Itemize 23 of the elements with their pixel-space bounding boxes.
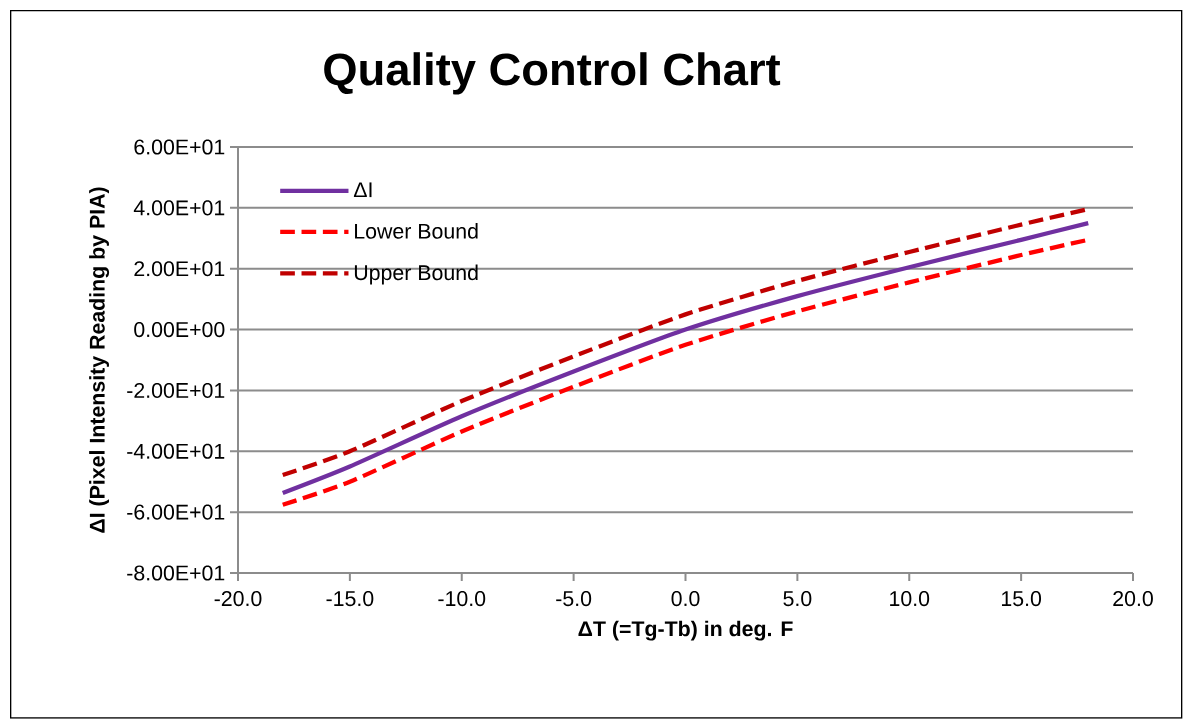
x-tick-label: 15.0 bbox=[1002, 591, 1042, 607]
y-tick-label: 4.00E+01 bbox=[133, 200, 225, 216]
y-tick-label: 0.00E+00 bbox=[134, 322, 225, 338]
x-tick-label: -5.0 bbox=[556, 591, 592, 607]
x-axis-title: ΔT (=Tg-Tb) in deg. F bbox=[578, 620, 793, 641]
x-tick-label: -20.0 bbox=[214, 591, 262, 607]
y-tick-label: 2.00E+01 bbox=[134, 261, 225, 277]
x-tick-label: -10.0 bbox=[438, 591, 486, 607]
legend-label: Lower Bound bbox=[355, 223, 478, 239]
y-tick-label: -8.00E+01 bbox=[127, 565, 225, 581]
x-tick-label: 0.0 bbox=[671, 591, 700, 607]
chart-title: Quality Control Chart bbox=[324, 52, 781, 95]
y-tick-label: -6.00E+01 bbox=[127, 504, 225, 520]
y-axis-title: ΔI (Pixel Intensity Reading by PIA) bbox=[89, 187, 110, 533]
y-tick-label: 6.00E+01 bbox=[134, 139, 225, 155]
y-tick-label: -2.00E+01 bbox=[127, 382, 225, 398]
x-tick-label: 5.0 bbox=[783, 591, 812, 607]
y-tick-label: -4.00E+01 bbox=[127, 443, 225, 459]
x-tick-label: -15.0 bbox=[326, 591, 374, 607]
x-tick-label: 20.0 bbox=[1113, 591, 1153, 607]
legend-label: ΔI bbox=[353, 182, 372, 198]
legend-label: Upper Bound bbox=[354, 264, 478, 285]
x-tick-label: 10.0 bbox=[890, 591, 930, 607]
